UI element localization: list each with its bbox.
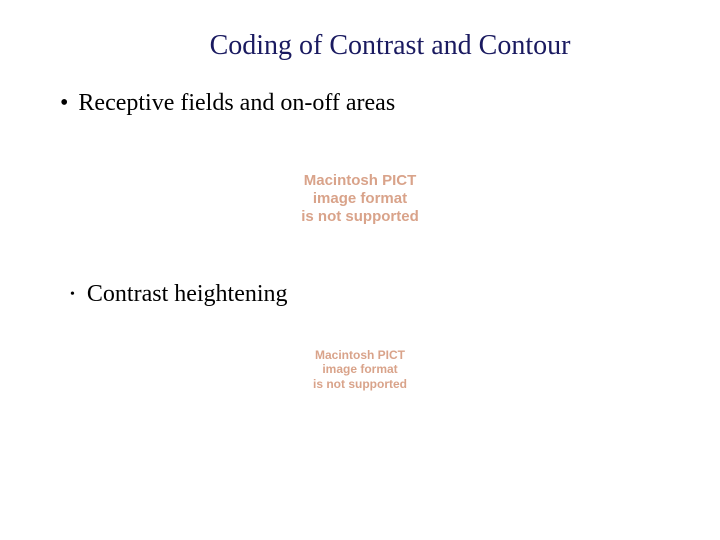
bullet-mark-icon: • [70, 288, 75, 302]
pict-line: is not supported [60, 208, 660, 226]
pict-line: Macintosh PICT [60, 348, 660, 362]
pict-line: image format [60, 362, 660, 376]
bullet-text: Receptive fields and on-off areas [78, 90, 395, 117]
pict-placeholder-1: Macintosh PICT image format is not suppo… [60, 172, 660, 226]
bullet-text: Contrast heightening [87, 281, 288, 308]
bullet-item-1: • Receptive fields and on-off areas [60, 90, 660, 117]
pict-line: image format [60, 190, 660, 208]
pict-placeholder-2: Macintosh PICT image format is not suppo… [60, 348, 660, 391]
slide-title: Coding of Contrast and Contour [120, 30, 660, 62]
bullet-item-2: • Contrast heightening [70, 281, 660, 308]
pict-line: Macintosh PICT [60, 172, 660, 190]
bullet-mark-icon: • [60, 91, 68, 115]
slide-container: Coding of Contrast and Contour • Recepti… [0, 0, 720, 540]
pict-line: is not supported [60, 377, 660, 391]
